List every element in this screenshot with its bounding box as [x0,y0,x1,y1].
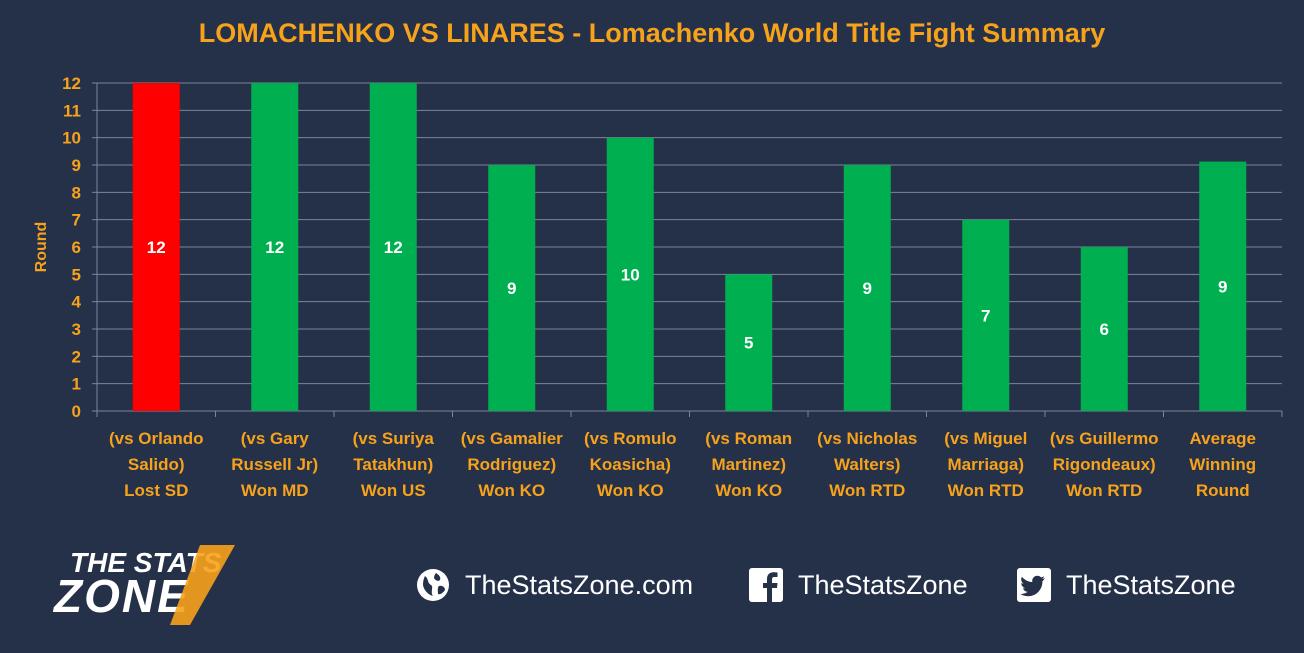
data-label: 9 [863,279,872,298]
logo-lightning-mark [170,545,235,625]
data-label: 10 [621,265,640,284]
x-tick-label: (vs Guillermo [1050,429,1159,448]
x-tick-label: Russell Jr) [231,455,318,474]
x-tick-label: Won KO [715,481,782,500]
bar [132,83,180,411]
data-label: 12 [384,238,403,257]
x-tick-label: (vs Roman [705,429,792,448]
x-tick-label: Koasicha) [590,455,671,474]
bar [843,165,891,411]
data-label: 5 [744,334,753,353]
x-tick-label: Walters) [834,455,900,474]
x-tick-label: Won RTD [948,481,1024,500]
facebook-label: TheStatsZone [798,569,968,600]
bar [962,219,1010,411]
y-tick-label: 8 [72,183,81,202]
x-tick-label: Won US [361,481,426,500]
y-tick-label: 3 [72,320,81,339]
x-tick-label: Winning [1189,455,1256,474]
x-tick-label: (vs Gary [241,429,310,448]
bar [725,274,773,411]
data-label: 12 [265,238,284,257]
bar [369,83,417,411]
y-tick-label: 6 [72,238,81,257]
footer-twitter[interactable]: TheStatsZone [1016,565,1236,605]
y-tick-label: 4 [72,293,82,312]
footer-facebook[interactable]: TheStatsZone [748,565,968,605]
x-tick-label: (vs Miguel [944,429,1027,448]
y-axis-label: Round [33,222,50,273]
y-tick-label: 7 [72,211,81,230]
x-tick-label: Lost SD [124,481,188,500]
y-tick-label: 5 [72,265,81,284]
data-label: 9 [1218,277,1227,296]
chart-title: LOMACHENKO VS LINARES - Lomachenko World… [198,18,1106,48]
x-tick-label: Martinez) [711,455,786,474]
globe-icon [417,569,449,601]
x-tick-label: Won KO [478,481,545,500]
x-tick-label: (vs Gamalier [461,429,563,448]
bar [488,165,536,411]
x-tick-label: (vs Romulo [584,429,677,448]
y-tick-label: 9 [72,156,81,175]
website-label: TheStatsZone.com [465,569,694,600]
y-tick-label: 0 [72,402,81,421]
twitter-icon [1017,568,1051,602]
footer-website[interactable]: TheStatsZone.com [415,565,693,605]
x-tick-label: (vs Suriya [353,429,435,448]
x-tick-label: Won RTD [829,481,905,500]
x-tick-label: (vs Orlando [109,429,203,448]
data-label: 6 [1100,320,1109,339]
x-tick-label: Rigondeaux) [1053,455,1156,474]
y-tick-label: 1 [72,375,81,394]
y-tick-label: 10 [62,129,81,148]
x-tick-label: Won RTD [1066,481,1142,500]
y-tick-label: 2 [72,347,81,366]
bar [1199,161,1247,411]
x-tick-label: Average [1190,429,1256,448]
x-tick-label: Round [1196,481,1250,500]
bar [606,137,654,411]
bar [251,83,299,411]
y-tick-label: 12 [62,74,81,93]
data-label: 12 [147,238,166,257]
y-tick-label: 11 [63,101,81,120]
logo-text-bottom: ZONE [52,570,190,622]
bar [1080,247,1128,411]
x-tick-label: Won MD [241,481,309,500]
x-tick-label: Marriaga) [947,455,1024,474]
facebook-icon [749,568,783,602]
x-tick-label: Rodriguez) [467,455,556,474]
x-tick-label: Won KO [597,481,664,500]
x-tick-label: Tatakhun) [353,455,433,474]
x-tick-label: (vs Nicholas [817,429,917,448]
data-label: 9 [507,279,516,298]
data-label: 7 [981,306,990,325]
the-stats-zone-logo: THE STATS ZONE [52,545,235,625]
x-tick-label: Salido) [128,455,185,474]
twitter-label: TheStatsZone [1066,569,1236,600]
